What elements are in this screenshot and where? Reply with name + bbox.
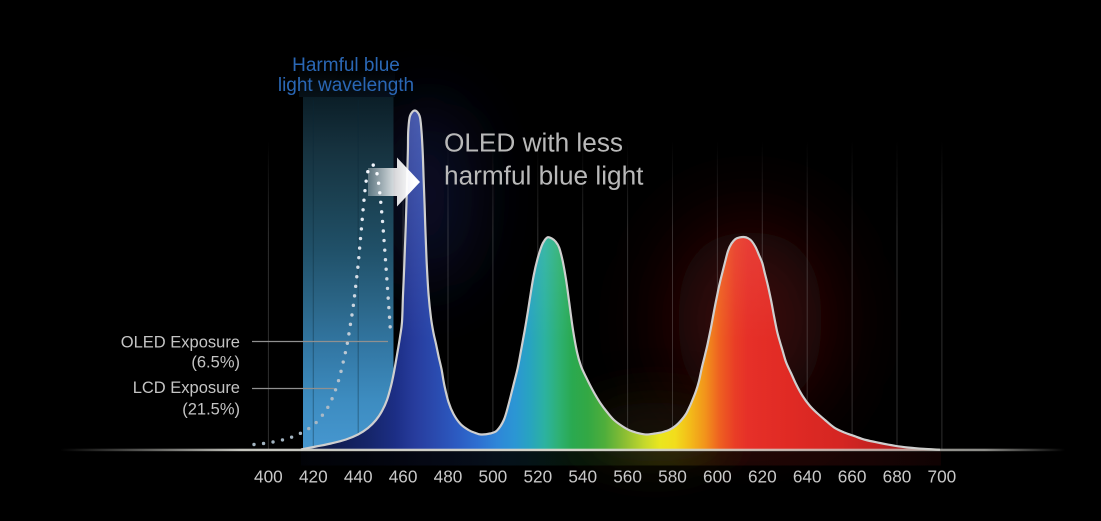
svg-text:620: 620 <box>748 467 777 487</box>
svg-text:460: 460 <box>389 467 418 487</box>
svg-text:OLED Exposure: OLED Exposure <box>121 333 240 351</box>
svg-text:500: 500 <box>479 467 508 487</box>
svg-text:540: 540 <box>568 467 597 487</box>
svg-text:680: 680 <box>883 467 912 487</box>
svg-text:600: 600 <box>703 467 732 487</box>
svg-text:Harmful blue: Harmful blue <box>292 55 400 76</box>
svg-text:(21.5%): (21.5%) <box>182 401 240 419</box>
svg-text:400: 400 <box>254 467 283 487</box>
svg-text:520: 520 <box>523 467 552 487</box>
svg-text:(6.5%): (6.5%) <box>191 354 240 372</box>
svg-text:480: 480 <box>434 467 463 487</box>
svg-text:700: 700 <box>928 467 957 487</box>
svg-text:LCD Exposure: LCD Exposure <box>133 379 240 397</box>
svg-text:560: 560 <box>613 467 642 487</box>
svg-text:OLED with less: OLED with less <box>444 128 623 158</box>
svg-text:light wavelength: light wavelength <box>278 75 414 96</box>
svg-text:420: 420 <box>299 467 328 487</box>
svg-text:440: 440 <box>344 467 373 487</box>
svg-text:580: 580 <box>658 467 687 487</box>
svg-text:660: 660 <box>838 467 867 487</box>
svg-text:640: 640 <box>793 467 822 487</box>
svg-text:harmful blue light: harmful blue light <box>444 161 644 191</box>
